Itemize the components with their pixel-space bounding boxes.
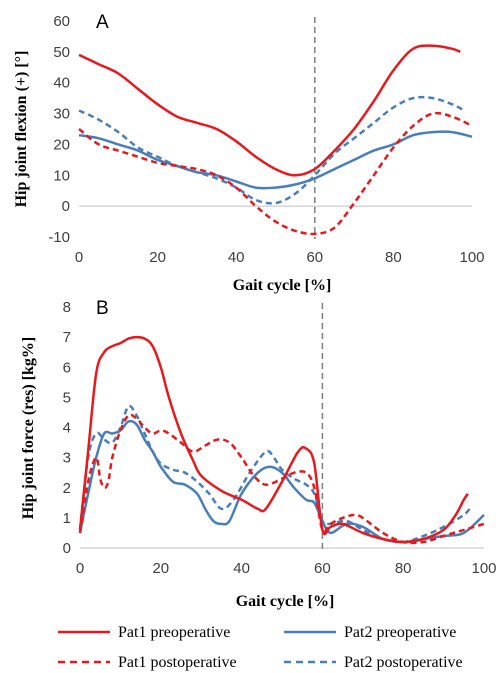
y-tick-label: 20 (53, 136, 70, 153)
y-tick-label: 6 (63, 359, 71, 376)
series-line-pat2-preoperative (78, 419, 485, 544)
y-tick-label: 10 (53, 167, 70, 184)
y-tick-label: 3 (63, 450, 71, 467)
y-tick-label: 7 (63, 329, 71, 346)
y-tick-label: 4 (63, 420, 71, 437)
panel-b: B Hip joint force (res) [kg%] Gait cycle… (20, 298, 497, 610)
y-tick-label: 60 (53, 13, 70, 30)
legend-label: Pat1 preoperative (118, 624, 230, 641)
y-tick-label: 30 (53, 106, 70, 123)
x-tick-label: 40 (233, 560, 250, 577)
x-tick-label: 100 (471, 560, 496, 577)
panel-b-ylabel: Hip joint force (res) [kg%] (20, 337, 37, 519)
legend-label: Pat1 postoperative (118, 654, 237, 671)
y-tick-label: 8 (63, 299, 71, 316)
series-line-pat1-postoperative (78, 111, 473, 236)
x-tick-label: 20 (152, 560, 169, 577)
legend: Pat1 preoperative Pat2 preoperative Pat1… (58, 624, 463, 671)
legend-item-pat1-post: Pat1 postoperative (58, 654, 237, 671)
x-tick-label: 80 (395, 560, 412, 577)
y-tick-label: 50 (53, 44, 70, 61)
series-line-pat2-preoperative (78, 130, 473, 190)
series-line-pat2-postoperative (78, 404, 473, 544)
x-tick-label: 100 (459, 249, 484, 266)
panel-b-xlabel: Gait cycle [%] (236, 593, 335, 610)
x-tick-label: 80 (385, 249, 402, 266)
panel-b-label: B (96, 298, 109, 319)
x-tick-label: 0 (75, 249, 83, 266)
y-tick-label: 5 (63, 389, 71, 406)
y-tick-label: -10 (48, 229, 70, 246)
series-line-pat1-postoperative (78, 413, 485, 545)
y-tick-label: 2 (63, 480, 71, 497)
series-line-pat1-preoperative (78, 44, 461, 177)
y-tick-label: 40 (53, 75, 70, 92)
x-tick-label: 20 (149, 249, 166, 266)
legend-item-pat1-pre: Pat1 preoperative (58, 624, 230, 641)
x-tick-label: 40 (228, 249, 245, 266)
panel-a-label: A (96, 12, 109, 33)
legend-item-pat2-post: Pat2 postoperative (284, 654, 463, 671)
y-tick-label: 0 (63, 540, 71, 557)
legend-label: Pat2 preoperative (344, 624, 456, 641)
panel-a-xlabel: Gait cycle [%] (233, 277, 332, 294)
x-tick-label: 60 (306, 249, 323, 266)
y-tick-label: 0 (62, 198, 70, 215)
legend-item-pat2-pre: Pat2 preoperative (284, 624, 456, 641)
y-tick-label: 1 (63, 510, 71, 527)
x-tick-label: 60 (314, 560, 331, 577)
series-line-pat1-preoperative (78, 335, 469, 544)
legend-label: Pat2 postoperative (344, 654, 463, 671)
x-tick-label: 0 (76, 560, 84, 577)
panel-a-ylabel: Hip joint flexion (+) [°] (13, 51, 30, 208)
panel-a: A Hip joint flexion (+) [°] Gait cycle [… (13, 12, 485, 294)
